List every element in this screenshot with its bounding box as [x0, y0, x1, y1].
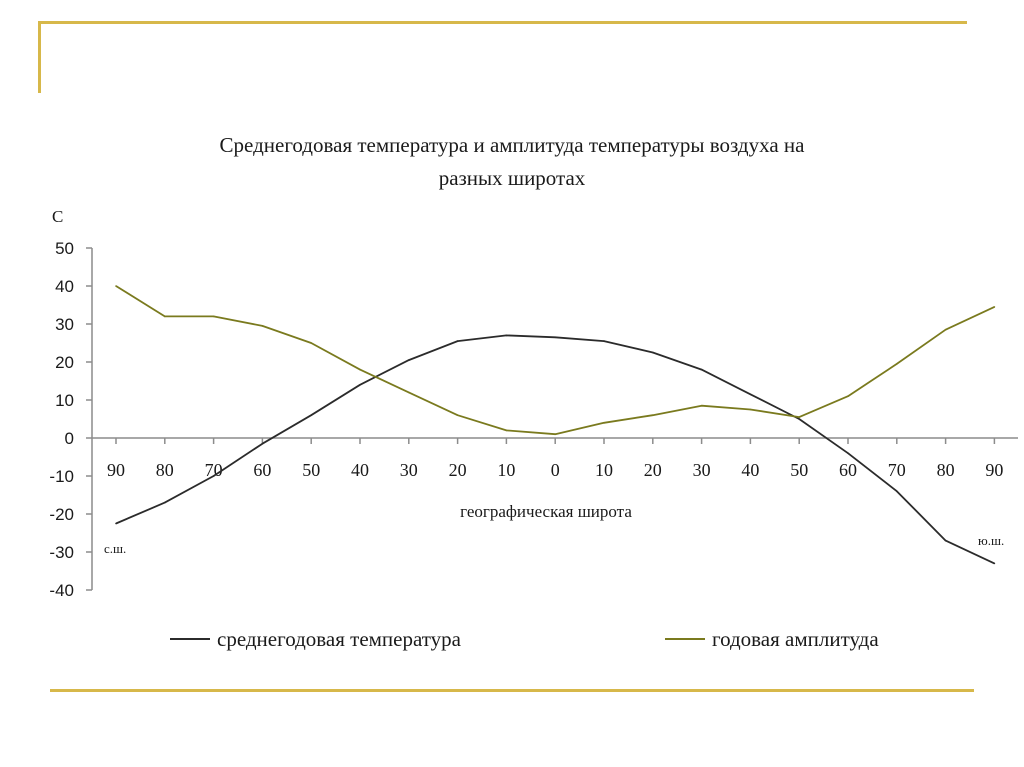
data-point [896, 363, 898, 365]
data-point [993, 306, 996, 308]
data-point [456, 340, 459, 342]
x-axis-label: географическая широта [460, 502, 632, 521]
x-tick-label: 70 [205, 460, 223, 480]
frame-top-line [40, 21, 967, 24]
data-point [408, 391, 410, 394]
data-point [261, 325, 264, 327]
data-point [310, 342, 313, 344]
legend: среднегодовая температура годовая амплит… [170, 627, 879, 651]
x-tick-label: 20 [449, 460, 467, 480]
x-tick-label: 40 [741, 460, 759, 480]
data-point [749, 408, 752, 411]
y-tick-label: -20 [49, 505, 74, 524]
data-point [603, 422, 605, 424]
x-tick-label: 40 [351, 460, 369, 480]
data-point [847, 452, 849, 455]
data-point [164, 315, 166, 318]
data-point [164, 501, 166, 504]
data-point [408, 359, 410, 361]
x-tick-label: 80 [937, 460, 955, 480]
y-tick-label: 30 [55, 315, 74, 334]
series-layer [115, 285, 996, 565]
frame-left-line [38, 21, 41, 93]
data-point [652, 351, 654, 354]
data-point [652, 414, 654, 417]
data-point [896, 490, 898, 493]
y-tick-label: -10 [49, 467, 74, 486]
x-tick-label: 50 [302, 460, 320, 480]
data-point [212, 475, 215, 477]
data-point [359, 384, 361, 386]
y-tick-label: 10 [55, 391, 74, 410]
x-tick-label: 70 [888, 460, 906, 480]
north-hemisphere-label: с.ш. [104, 541, 126, 556]
data-point [798, 416, 800, 418]
y-tick-label: -40 [49, 581, 74, 600]
data-point [456, 414, 459, 417]
y-axis-label: С [52, 207, 63, 226]
data-point [993, 562, 996, 565]
data-point [115, 522, 117, 525]
chart-title-line1: Среднегодовая температура и амплитуда те… [220, 133, 806, 157]
x-tick-label: 60 [839, 460, 857, 480]
data-point [700, 404, 703, 407]
data-point [261, 442, 264, 445]
x-tick-label: 60 [253, 460, 271, 480]
x-tick-label: 80 [156, 460, 174, 480]
data-point [603, 340, 605, 342]
data-point [749, 393, 752, 396]
data-point [798, 418, 800, 420]
series-line-temperature [115, 334, 995, 565]
data-point [554, 336, 556, 339]
data-point [115, 285, 117, 287]
y-tick-label: 0 [65, 429, 74, 448]
data-point [359, 368, 361, 371]
x-tick-label: 10 [497, 460, 515, 480]
y-tick-label: 50 [55, 239, 74, 258]
south-hemisphere-label: ю.ш. [978, 533, 1004, 548]
x-tick-label: 30 [400, 460, 418, 480]
x-tick-label: 90 [107, 460, 125, 480]
legend-label-amplitude: годовая амплитуда [712, 627, 879, 651]
x-tick-label: 30 [693, 460, 711, 480]
legend-label-temperature: среднегодовая температура [217, 627, 462, 651]
data-point [310, 414, 313, 417]
frame-bottom-line [50, 689, 974, 692]
y-tick-label: 20 [55, 353, 74, 372]
y-tick-label: 40 [55, 277, 74, 296]
data-point [554, 433, 556, 436]
data-point [847, 395, 849, 398]
axes: 50 40 30 20 10 0 -10 -20 -30 -40 90 80 70 60 50 40 30 20 1… [49, 239, 1018, 600]
data-point [505, 429, 508, 432]
chart-title-line2: разных широтах [439, 166, 586, 190]
x-tick-label: 90 [985, 460, 1003, 480]
x-tick-label: 10 [595, 460, 613, 480]
data-point [505, 334, 508, 337]
x-tick-label: 0 [551, 460, 560, 480]
data-point [700, 368, 703, 371]
series-line-amplitude [115, 285, 995, 436]
x-tick-label: 50 [790, 460, 808, 480]
data-point [212, 315, 215, 318]
x-tick-label: 20 [644, 460, 662, 480]
data-point [944, 328, 947, 331]
data-point [944, 539, 947, 542]
y-tick-label: -30 [49, 543, 74, 562]
